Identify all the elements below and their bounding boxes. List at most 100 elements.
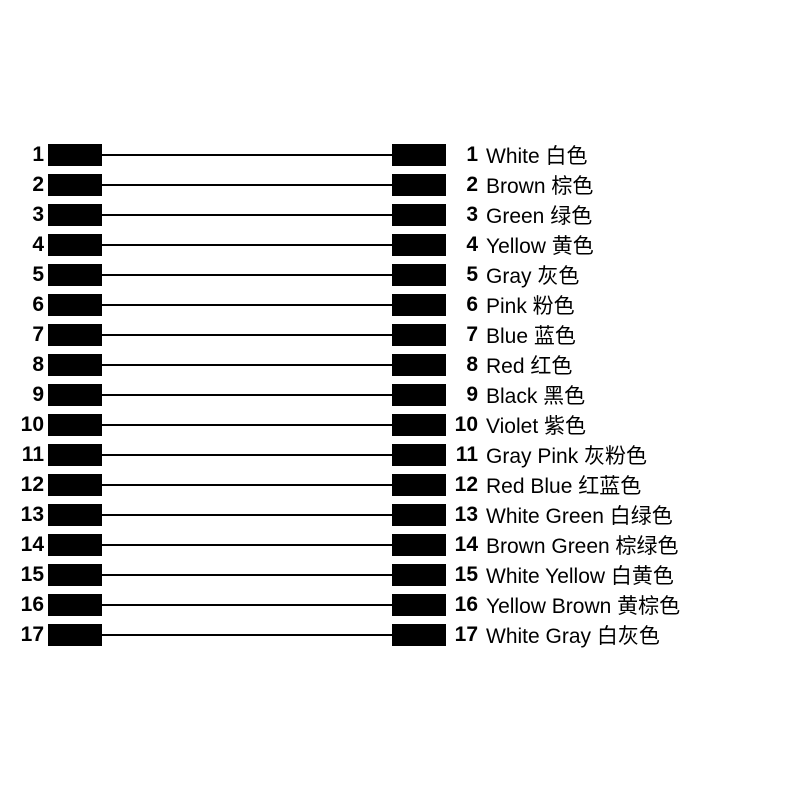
pin-label: Brown Green 棕绿色 <box>478 530 679 560</box>
pin-number-right: 3 <box>446 203 478 227</box>
pin-label: Brown 棕色 <box>478 170 593 200</box>
pin-block-right <box>392 444 446 466</box>
pin-block-right <box>392 324 446 346</box>
pin-block-right <box>392 294 446 316</box>
pin-label: Green 绿色 <box>478 200 592 230</box>
pin-row: 9 9 Black 黑色 <box>16 380 784 410</box>
pin-block-left <box>48 354 102 376</box>
pin-number-left: 15 <box>16 563 48 587</box>
pin-label: Gray 灰色 <box>478 260 579 290</box>
pin-block-left <box>48 234 102 256</box>
pin-block-right <box>392 174 446 196</box>
pin-wire <box>102 184 392 186</box>
pin-wire <box>102 604 392 606</box>
pin-number-left: 11 <box>16 443 48 467</box>
pin-number-left: 17 <box>16 623 48 647</box>
pin-row: 15 15 White Yellow 白黄色 <box>16 560 784 590</box>
pin-row: 8 8 Red 红色 <box>16 350 784 380</box>
pin-block-right <box>392 534 446 556</box>
pin-number-left: 1 <box>16 143 48 167</box>
pin-label: Red 红色 <box>478 350 572 380</box>
pin-block-left <box>48 324 102 346</box>
pin-block-left <box>48 594 102 616</box>
pin-row: 2 2 Brown 棕色 <box>16 170 784 200</box>
pinout-diagram: 1 1 White 白色 2 2 Brown 棕色 3 3 Green 绿色 4 <box>0 0 800 800</box>
pin-block-right <box>392 474 446 496</box>
pin-number-right: 11 <box>446 443 478 467</box>
pin-label: Yellow Brown 黄棕色 <box>478 590 680 620</box>
pin-row: 6 6 Pink 粉色 <box>16 290 784 320</box>
pin-number-right: 1 <box>446 143 478 167</box>
pin-wire <box>102 634 392 636</box>
pin-wire <box>102 244 392 246</box>
pin-block-left <box>48 204 102 226</box>
pin-number-left: 4 <box>16 233 48 257</box>
pin-wire <box>102 544 392 546</box>
pin-label: Yellow 黄色 <box>478 230 594 260</box>
pin-number-right: 2 <box>446 173 478 197</box>
pin-block-left <box>48 474 102 496</box>
pin-number-left: 7 <box>16 323 48 347</box>
pin-block-left <box>48 384 102 406</box>
pin-number-left: 3 <box>16 203 48 227</box>
pin-row: 16 16 Yellow Brown 黄棕色 <box>16 590 784 620</box>
pin-label: Violet 紫色 <box>478 410 586 440</box>
pin-label: White Gray 白灰色 <box>478 620 660 650</box>
pin-wire <box>102 574 392 576</box>
pin-number-right: 5 <box>446 263 478 287</box>
pin-number-left: 9 <box>16 383 48 407</box>
pin-label: Gray Pink 灰粉色 <box>478 440 647 470</box>
pin-number-left: 16 <box>16 593 48 617</box>
pin-number-left: 6 <box>16 293 48 317</box>
pin-wire <box>102 484 392 486</box>
pin-number-right: 7 <box>446 323 478 347</box>
pin-number-left: 12 <box>16 473 48 497</box>
pin-number-left: 13 <box>16 503 48 527</box>
pin-number-right: 13 <box>446 503 478 527</box>
pin-number-right: 15 <box>446 563 478 587</box>
pin-row: 3 3 Green 绿色 <box>16 200 784 230</box>
pin-block-left <box>48 294 102 316</box>
pin-wire <box>102 514 392 516</box>
pin-wire <box>102 454 392 456</box>
pin-row: 5 5 Gray 灰色 <box>16 260 784 290</box>
pin-row: 4 4 Yellow 黄色 <box>16 230 784 260</box>
pin-row: 1 1 White 白色 <box>16 140 784 170</box>
pin-row: 14 14 Brown Green 棕绿色 <box>16 530 784 560</box>
pin-number-left: 5 <box>16 263 48 287</box>
pin-number-left: 10 <box>16 413 48 437</box>
pin-block-left <box>48 174 102 196</box>
pin-label: White 白色 <box>478 140 588 170</box>
pin-number-right: 9 <box>446 383 478 407</box>
pin-row: 11 11 Gray Pink 灰粉色 <box>16 440 784 470</box>
pin-label: Black 黑色 <box>478 380 585 410</box>
pin-number-right: 6 <box>446 293 478 317</box>
pin-block-left <box>48 504 102 526</box>
pin-block-right <box>392 564 446 586</box>
pinout-rows: 1 1 White 白色 2 2 Brown 棕色 3 3 Green 绿色 4 <box>16 140 784 650</box>
pin-wire <box>102 424 392 426</box>
pin-block-right <box>392 594 446 616</box>
pin-block-right <box>392 504 446 526</box>
pin-label: Pink 粉色 <box>478 290 575 320</box>
pin-wire <box>102 154 392 156</box>
pin-block-left <box>48 414 102 436</box>
pin-block-right <box>392 144 446 166</box>
pin-row: 13 13 White Green 白绿色 <box>16 500 784 530</box>
pin-block-right <box>392 234 446 256</box>
pin-number-right: 16 <box>446 593 478 617</box>
pin-label: Red Blue 红蓝色 <box>478 470 641 500</box>
pin-label: White Yellow 白黄色 <box>478 560 674 590</box>
pin-number-right: 12 <box>446 473 478 497</box>
pin-wire <box>102 304 392 306</box>
pin-number-left: 8 <box>16 353 48 377</box>
pin-number-right: 4 <box>446 233 478 257</box>
pin-block-left <box>48 264 102 286</box>
pin-wire <box>102 334 392 336</box>
pin-wire <box>102 394 392 396</box>
pin-row: 7 7 Blue 蓝色 <box>16 320 784 350</box>
pin-block-left <box>48 534 102 556</box>
pin-block-right <box>392 624 446 646</box>
pin-number-right: 14 <box>446 533 478 557</box>
pin-row: 17 17 White Gray 白灰色 <box>16 620 784 650</box>
